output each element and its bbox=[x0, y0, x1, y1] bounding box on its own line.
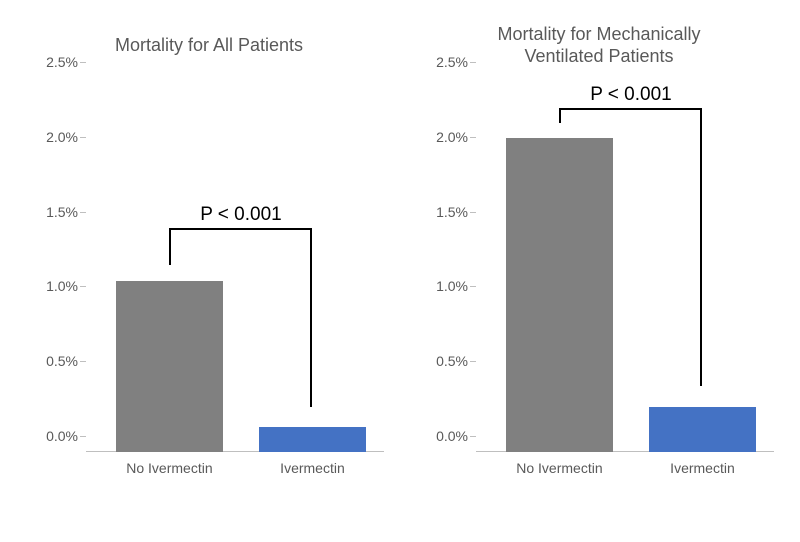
y-tick: 2.5% bbox=[24, 54, 78, 70]
y-tick-label: 1.5% bbox=[436, 204, 468, 220]
plot-area: 0.0% 0.5% 1.0% 1.5% 2.0% 2.5% No Ivermec… bbox=[476, 78, 774, 452]
y-tick-label: 0.5% bbox=[436, 353, 468, 369]
y-tick: 0.0% bbox=[24, 428, 78, 444]
x-category-label: Ivermectin bbox=[280, 460, 345, 476]
y-tick-label: 2.0% bbox=[46, 129, 78, 145]
p-value-label: P < 0.001 bbox=[169, 204, 312, 226]
y-tick: 1.5% bbox=[414, 204, 468, 220]
y-tick-label: 0.5% bbox=[46, 353, 78, 369]
y-tick: 1.0% bbox=[414, 278, 468, 294]
bar-no-ivermectin bbox=[506, 138, 613, 452]
y-tick: 1.5% bbox=[24, 204, 78, 220]
plot-area: 0.0% 0.5% 1.0% 1.5% 2.0% 2.5% No Ivermec… bbox=[86, 78, 384, 452]
bar-no-ivermectin bbox=[116, 281, 223, 452]
y-tick-label: 0.0% bbox=[436, 428, 468, 444]
y-tick-label: 1.5% bbox=[46, 204, 78, 220]
y-tick: 2.0% bbox=[24, 129, 78, 145]
y-tick-label: 2.0% bbox=[436, 129, 468, 145]
panel-ventilated-patients: Mortality for Mechanically Ventilated Pa… bbox=[414, 20, 784, 520]
y-tick-label: 2.5% bbox=[46, 54, 78, 70]
chart-area: 0.0% 0.5% 1.0% 1.5% 2.0% 2.5% No Ivermec… bbox=[414, 70, 784, 500]
y-tick: 2.0% bbox=[414, 129, 468, 145]
y-tick: 0.0% bbox=[414, 428, 468, 444]
x-category-label: Ivermectin bbox=[670, 460, 735, 476]
y-tick-label: 1.0% bbox=[436, 278, 468, 294]
y-tick-label: 2.5% bbox=[436, 54, 468, 70]
y-tick: 0.5% bbox=[24, 353, 78, 369]
p-value-label: P < 0.001 bbox=[559, 84, 702, 106]
panel-all-patients: Mortality for All Patients 0.0% 0.5% 1.0… bbox=[24, 20, 394, 520]
y-tick: 1.0% bbox=[24, 278, 78, 294]
x-category-label: No Ivermectin bbox=[126, 460, 212, 476]
bar-ivermectin bbox=[259, 427, 366, 452]
y-tick-label: 1.0% bbox=[46, 278, 78, 294]
chart-area: 0.0% 0.5% 1.0% 1.5% 2.0% 2.5% No Ivermec… bbox=[24, 70, 394, 500]
y-tick: 0.5% bbox=[414, 353, 468, 369]
x-category-label: No Ivermectin bbox=[516, 460, 602, 476]
chart-canvas: { "dimensions": { "width": 800, "height"… bbox=[0, 0, 800, 542]
bar-ivermectin bbox=[649, 407, 756, 452]
y-tick-label: 0.0% bbox=[46, 428, 78, 444]
y-tick: 2.5% bbox=[414, 54, 468, 70]
